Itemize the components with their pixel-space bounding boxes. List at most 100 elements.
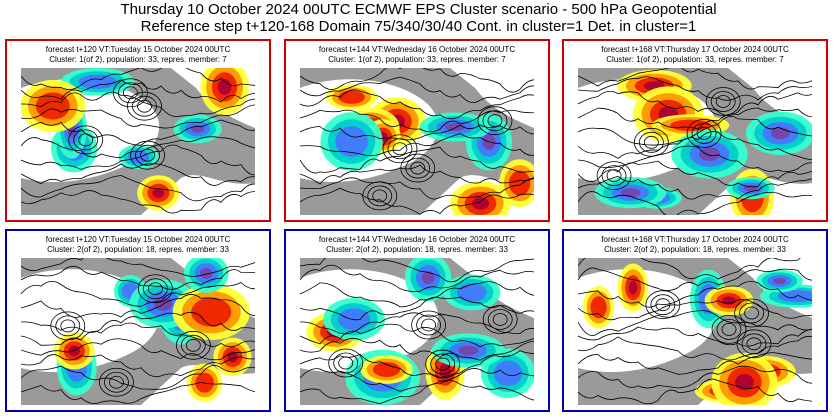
closed-contour bbox=[477, 106, 513, 136]
geopotential-contour bbox=[21, 136, 255, 159]
map-svg bbox=[21, 68, 255, 215]
geopotential-contour bbox=[21, 190, 255, 214]
geopotential-contour bbox=[578, 258, 801, 280]
closed-contour bbox=[596, 161, 632, 191]
geopotential-contour bbox=[300, 337, 534, 361]
closed-contour bbox=[638, 131, 664, 153]
geopotential-contour bbox=[300, 312, 534, 335]
closed-contour bbox=[147, 282, 163, 296]
geopotential-contour bbox=[578, 107, 812, 130]
geopotential-contour bbox=[300, 68, 534, 93]
panel-cluster-label: Cluster: 1(of 2), population: 33, repres… bbox=[328, 55, 506, 64]
closed-contour bbox=[696, 127, 712, 140]
closed-contour bbox=[650, 294, 676, 316]
panel-forecast-label: forecast t+144 VT:Wednesday 16 October 2… bbox=[318, 45, 516, 54]
positive-anomaly-blob bbox=[217, 79, 232, 95]
geopotential-contour bbox=[300, 264, 534, 293]
geopotential-contour bbox=[21, 258, 255, 277]
closed-contour bbox=[372, 189, 388, 203]
geopotential-contour bbox=[300, 76, 534, 103]
closed-contour bbox=[135, 144, 160, 166]
geopotential-contour bbox=[578, 280, 812, 308]
negative-anomaly-blob bbox=[777, 290, 812, 303]
anomaly-map bbox=[21, 258, 255, 405]
closed-contour bbox=[487, 114, 503, 128]
panel-forecast-label: forecast t+120 VT:Tuesday 15 October 202… bbox=[45, 235, 231, 244]
panel-forecast-label: forecast t+120 VT:Tuesday 15 October 202… bbox=[45, 45, 231, 54]
anomaly-map bbox=[300, 258, 534, 405]
geopotential-contour bbox=[300, 323, 534, 348]
geopotential-contour bbox=[21, 365, 255, 390]
closed-contour bbox=[411, 310, 447, 340]
closed-contour bbox=[130, 140, 165, 170]
geopotential-contour bbox=[578, 326, 812, 347]
positive-anomaly-blob bbox=[439, 362, 451, 379]
closed-contour bbox=[104, 371, 129, 393]
positive-anomaly-blob bbox=[471, 197, 490, 210]
geopotential-contour bbox=[21, 265, 255, 290]
geopotential-contour bbox=[300, 164, 534, 185]
closed-contour bbox=[655, 298, 671, 312]
closed-contour bbox=[430, 353, 456, 375]
positive-anomaly-blob bbox=[590, 296, 607, 319]
positive-anomaly-blob bbox=[191, 297, 232, 327]
closed-contour bbox=[711, 314, 747, 344]
geopotential-contour bbox=[21, 175, 255, 202]
closed-contour bbox=[142, 278, 168, 300]
geopotential-contour bbox=[578, 310, 812, 336]
cluster-panel-2-2: forecast t+144 VT:Wednesday 16 October 2… bbox=[284, 229, 550, 412]
closed-contour bbox=[392, 142, 408, 156]
closed-contour bbox=[744, 306, 759, 320]
closed-contour bbox=[140, 148, 155, 162]
geopotential-contour bbox=[21, 68, 255, 90]
cluster-panel-1-1: forecast t+120 VT:Tuesday 15 October 202… bbox=[5, 39, 271, 222]
geopotential-contour bbox=[578, 175, 812, 200]
negative-anomaly-blob bbox=[457, 345, 479, 356]
closed-contour bbox=[132, 95, 157, 117]
closed-contour bbox=[710, 91, 736, 112]
closed-contour bbox=[643, 135, 659, 149]
panel-cluster-label: Cluster: 2(of 2), population: 18, repres… bbox=[47, 245, 229, 254]
negative-anomaly-blob bbox=[772, 277, 787, 285]
closed-contour bbox=[118, 82, 143, 104]
closed-contour bbox=[715, 95, 731, 108]
geopotential-contour bbox=[21, 163, 255, 186]
cluster-panel-1-3: forecast t+168 VT:Thursday 17 October 20… bbox=[562, 39, 828, 222]
closed-contour bbox=[333, 352, 359, 374]
panel-cluster-label: Cluster: 2(of 2), population: 18, repres… bbox=[604, 245, 786, 254]
positive-anomaly-blob bbox=[68, 345, 80, 357]
anomaly-map bbox=[578, 258, 812, 405]
geopotential-contour bbox=[578, 160, 812, 188]
geopotential-contour bbox=[578, 90, 812, 117]
geopotential-contour bbox=[300, 258, 534, 283]
closed-contour bbox=[734, 298, 769, 328]
geopotential-contour bbox=[300, 380, 534, 405]
geopotential-contour bbox=[578, 365, 812, 389]
chart-title-line1: Thursday 10 October 2024 00UTC ECMWF EPS… bbox=[120, 1, 717, 18]
closed-contour bbox=[328, 348, 364, 378]
closed-contour bbox=[175, 330, 211, 360]
geopotential-contour bbox=[300, 177, 534, 200]
closed-contour bbox=[410, 161, 426, 175]
closed-contour bbox=[645, 290, 681, 320]
closed-contour bbox=[487, 309, 513, 330]
closed-contour bbox=[362, 181, 398, 211]
closed-contour bbox=[180, 334, 206, 356]
closed-contour bbox=[185, 338, 201, 352]
closed-contour bbox=[633, 127, 669, 157]
geopotential-contour bbox=[578, 267, 812, 291]
panel-cluster-label: Cluster: 2(of 2), population: 18, repres… bbox=[326, 245, 508, 254]
closed-contour bbox=[739, 302, 764, 324]
panel-forecast-label: forecast t+168 VT:Thursday 17 October 20… bbox=[601, 45, 789, 54]
geopotential-contour bbox=[300, 350, 534, 378]
geopotential-contour bbox=[21, 104, 255, 129]
geopotential-contour bbox=[300, 109, 534, 133]
negative-anomaly-blob bbox=[335, 126, 368, 157]
positive-anomaly-blob bbox=[152, 187, 165, 198]
closed-contour bbox=[606, 169, 622, 183]
closed-contour bbox=[425, 349, 461, 379]
closed-contour bbox=[338, 356, 354, 370]
closed-contour bbox=[482, 110, 508, 132]
geopotential-contour bbox=[21, 311, 255, 333]
negative-anomaly-blob bbox=[493, 360, 523, 387]
